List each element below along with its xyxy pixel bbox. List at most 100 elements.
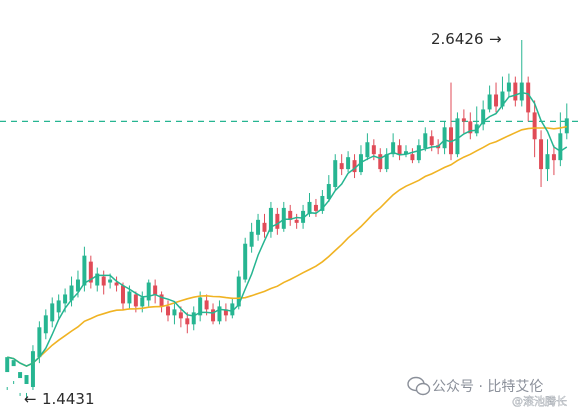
candle — [262, 213, 267, 238]
candle — [191, 306, 196, 331]
candle-body — [166, 306, 171, 316]
candle — [558, 112, 563, 167]
candle — [449, 82, 454, 161]
candle — [275, 207, 280, 235]
low-price-label: 1.4431 — [42, 390, 95, 408]
candle — [506, 73, 511, 98]
candle-body — [43, 315, 48, 334]
candle-body — [262, 222, 267, 232]
candle-body — [352, 160, 357, 173]
candle — [539, 130, 544, 188]
candle-body — [384, 154, 389, 170]
candle — [95, 267, 100, 292]
candle — [346, 151, 351, 173]
candle — [178, 306, 183, 328]
candle-body — [455, 118, 460, 155]
candle — [11, 360, 16, 385]
candle — [249, 222, 254, 253]
candle — [339, 154, 344, 176]
candles-layer — [5, 40, 569, 398]
candle-body — [500, 91, 505, 107]
candle-body — [346, 157, 351, 170]
candle-body — [127, 291, 132, 304]
candle — [468, 112, 473, 140]
candle — [101, 270, 106, 295]
candle-body — [133, 294, 138, 307]
candle — [69, 276, 74, 307]
candle — [551, 145, 556, 176]
candle — [474, 106, 479, 137]
candle-body — [487, 94, 492, 110]
candle — [268, 201, 273, 238]
candle — [18, 372, 23, 396]
candle-body — [82, 255, 87, 286]
candle-body — [211, 309, 216, 322]
candle — [88, 255, 93, 289]
candle-body — [391, 142, 396, 155]
candle-body — [159, 294, 164, 307]
candle — [294, 213, 299, 229]
candle — [243, 237, 248, 283]
candle-body — [24, 375, 29, 385]
candle — [352, 154, 357, 179]
candle-body — [140, 297, 145, 307]
candle — [140, 291, 145, 313]
candle-body — [474, 124, 479, 134]
candle — [166, 300, 171, 322]
candle-body — [365, 142, 370, 158]
candle-body — [494, 94, 499, 107]
candle-body — [281, 207, 286, 229]
candle — [403, 145, 408, 158]
candle-body — [429, 136, 434, 146]
candle — [500, 76, 505, 110]
candle-body — [481, 109, 486, 125]
candle-body — [320, 195, 325, 211]
candle — [378, 148, 383, 173]
candle-body — [378, 154, 383, 170]
candle-body — [120, 285, 125, 304]
candle-body — [275, 213, 280, 229]
candle — [455, 112, 460, 158]
candle — [159, 291, 164, 313]
candle-body — [204, 300, 209, 310]
candle — [223, 303, 228, 322]
candle-body — [191, 312, 196, 325]
candle-body — [256, 219, 261, 235]
candle-body — [288, 210, 293, 220]
candle — [301, 204, 306, 229]
candle — [120, 282, 125, 310]
candle-body — [172, 309, 177, 316]
fast-moving-average-line — [7, 91, 568, 367]
candle-body — [326, 184, 331, 199]
candle-body — [410, 154, 415, 161]
candle — [256, 213, 261, 241]
candle-body — [301, 210, 306, 223]
candle — [56, 294, 61, 319]
candle-body — [558, 133, 563, 161]
candle — [146, 279, 151, 307]
candle — [487, 85, 492, 113]
candle-body — [223, 309, 228, 316]
candle-body — [37, 327, 42, 358]
candle-body — [230, 303, 235, 316]
candle-body — [56, 300, 61, 313]
candle-body — [243, 243, 248, 280]
candle-body — [217, 306, 222, 322]
candle-body — [50, 303, 55, 322]
candle — [313, 198, 318, 217]
candle-body — [30, 351, 35, 387]
candle — [114, 276, 119, 292]
slow-moving-average-line — [7, 125, 567, 367]
watermark-text: 公众号 · 比特艾伦 — [432, 379, 543, 395]
candle — [365, 133, 370, 161]
candle-body — [307, 201, 312, 214]
candle — [564, 103, 569, 140]
candle — [230, 297, 235, 319]
candle — [513, 76, 518, 107]
candle-body — [442, 127, 447, 149]
candle-body — [101, 276, 106, 286]
candle-body — [75, 279, 80, 292]
arrow-left-icon: ← — [24, 390, 37, 408]
